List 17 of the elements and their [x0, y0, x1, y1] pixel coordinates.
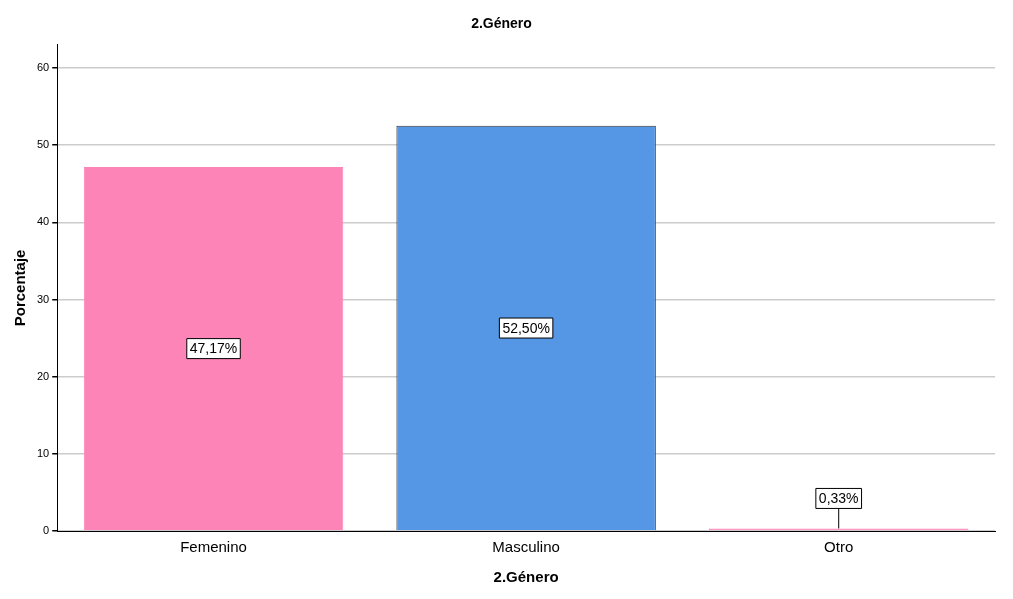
y-tick-label: 50	[36, 138, 50, 151]
y-tick-label: 10	[36, 446, 50, 459]
x-tick-label: Otro	[824, 538, 854, 556]
y-axis-title: Porcentaje	[11, 249, 29, 327]
y-tick-label: 40	[36, 215, 50, 228]
data-label: 52,50%	[502, 319, 550, 336]
y-tick-label: 20	[36, 369, 50, 382]
x-tick-label: Masculino	[492, 538, 560, 556]
data-label: 0,33%	[818, 490, 859, 507]
x-axis-title: 2.Género	[493, 568, 559, 586]
y-tick-label: 0	[43, 524, 50, 537]
y-tick-label: 30	[36, 292, 50, 305]
x-tick-label: Femenino	[180, 538, 247, 556]
data-label: 47,17%	[189, 340, 238, 357]
chart-title: 2.Género	[471, 15, 532, 32]
y-tick-label: 60	[36, 60, 50, 73]
bar	[83, 166, 344, 531]
